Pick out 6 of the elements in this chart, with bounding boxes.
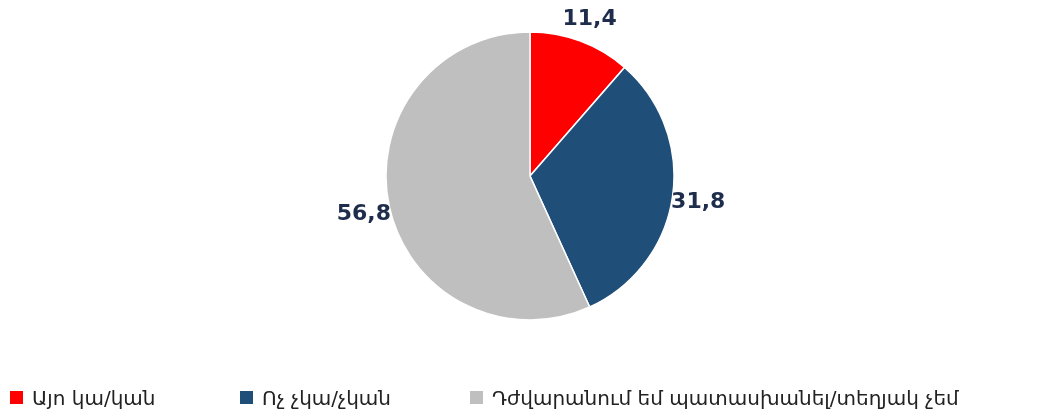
data-label: 31,8 bbox=[671, 188, 726, 214]
data-label: 11,4 bbox=[562, 4, 617, 30]
legend-label: Ոչ չկա/չկան bbox=[262, 386, 391, 410]
legend-label: Դժվարանում եմ պատասխանել/տեղյակ չեմ bbox=[492, 386, 960, 410]
data-label: 56,8 bbox=[336, 199, 392, 225]
legend-label: Այո կա/կան bbox=[32, 386, 156, 410]
